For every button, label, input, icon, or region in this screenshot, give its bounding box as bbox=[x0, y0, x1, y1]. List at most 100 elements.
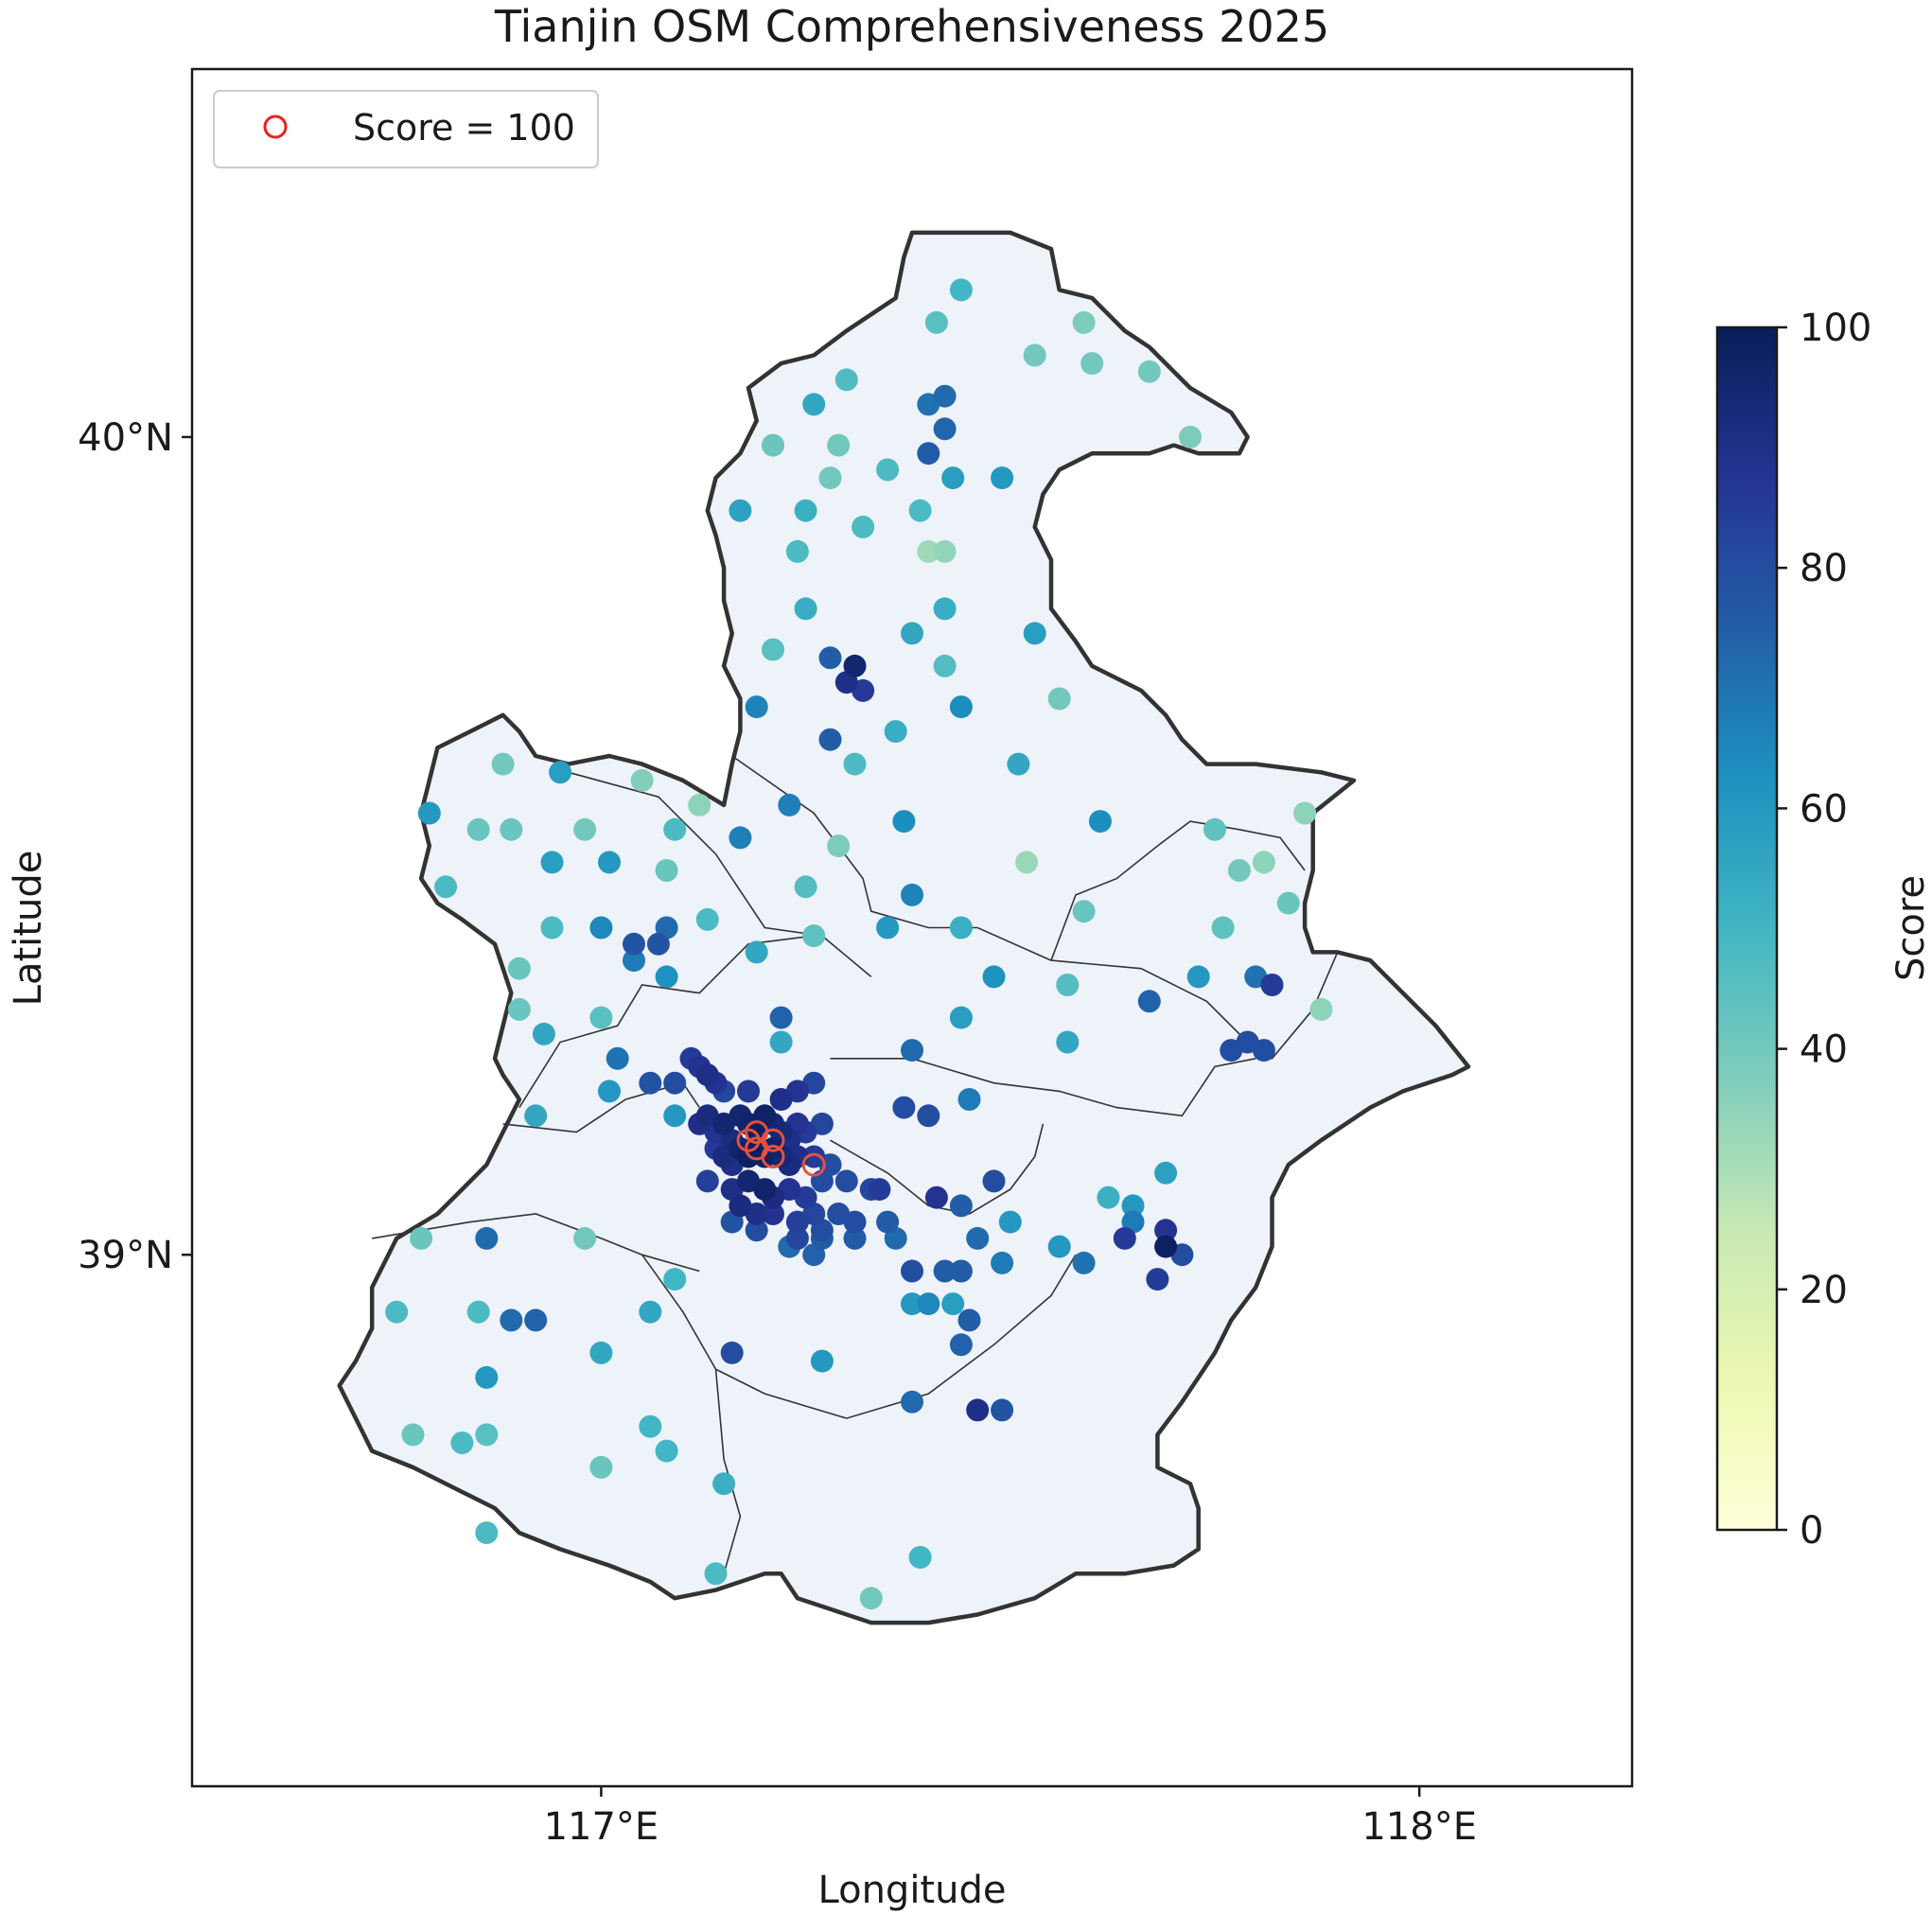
district-line bbox=[372, 1213, 700, 1273]
score-point bbox=[876, 458, 900, 482]
score-point bbox=[834, 368, 858, 392]
score-point bbox=[623, 949, 645, 973]
score-point bbox=[949, 278, 973, 302]
district-line bbox=[518, 935, 815, 1109]
score-point bbox=[1179, 425, 1202, 448]
score-point bbox=[1137, 990, 1161, 1013]
score-points bbox=[385, 278, 1333, 1610]
score-point bbox=[802, 924, 826, 948]
score-point bbox=[623, 932, 645, 956]
score-point bbox=[957, 1308, 981, 1332]
score-point bbox=[1146, 1268, 1169, 1291]
score-point bbox=[818, 466, 842, 490]
score-point bbox=[982, 1169, 1006, 1193]
score-point bbox=[762, 638, 784, 661]
score-point bbox=[1056, 974, 1080, 996]
score-point bbox=[729, 1194, 752, 1218]
score-point bbox=[491, 752, 515, 776]
score-point bbox=[639, 1414, 662, 1438]
score-point bbox=[1186, 965, 1210, 989]
tianjin-region-boundary bbox=[337, 230, 1471, 1625]
score-point bbox=[924, 310, 948, 334]
score-point bbox=[949, 916, 973, 939]
score-point bbox=[876, 916, 900, 939]
colorbar-tick-label: 0 bbox=[1800, 1509, 1823, 1553]
colorbar: 0 20 40 60 80 100 Score bbox=[1715, 307, 1932, 1553]
score-100-marker bbox=[736, 1128, 761, 1152]
score-point bbox=[991, 466, 1014, 490]
score-point bbox=[957, 1088, 981, 1111]
score-point bbox=[818, 646, 842, 670]
score-point bbox=[1252, 851, 1275, 874]
score-point bbox=[982, 965, 1006, 989]
score-point bbox=[630, 768, 654, 792]
score-point bbox=[908, 1546, 932, 1569]
legend-box: Score = 100 bbox=[213, 90, 599, 168]
score-point bbox=[410, 1226, 433, 1250]
score-point bbox=[859, 1587, 883, 1610]
colorbar-label: Score bbox=[1889, 875, 1932, 981]
score-100-marker bbox=[761, 1145, 785, 1168]
district-line bbox=[731, 755, 1052, 961]
score-point bbox=[500, 1308, 523, 1332]
score-point bbox=[1047, 687, 1071, 711]
score-point bbox=[949, 1194, 973, 1218]
score-point bbox=[933, 384, 957, 408]
score-point bbox=[1260, 974, 1284, 996]
score-point bbox=[843, 654, 867, 677]
score-point bbox=[892, 810, 916, 834]
x-axis-label: Longitude bbox=[818, 1869, 1007, 1912]
score-point bbox=[1113, 1226, 1136, 1250]
score-point bbox=[646, 932, 670, 956]
score-point bbox=[655, 1439, 678, 1463]
score-point bbox=[524, 1104, 548, 1128]
score-point bbox=[663, 1104, 687, 1128]
score-point bbox=[785, 539, 809, 563]
score-point bbox=[901, 883, 923, 906]
score-point bbox=[695, 1063, 719, 1087]
score-point bbox=[1276, 891, 1300, 915]
score-point bbox=[924, 1185, 948, 1209]
district-line bbox=[830, 1123, 1045, 1215]
score-point bbox=[589, 1006, 613, 1029]
score-point bbox=[401, 1423, 425, 1447]
score-point bbox=[1137, 360, 1161, 383]
score-point bbox=[843, 752, 867, 776]
score-point bbox=[663, 1268, 687, 1291]
score-point bbox=[434, 875, 458, 899]
score-point bbox=[941, 466, 965, 490]
plot-frame bbox=[190, 67, 1634, 1788]
score-point bbox=[532, 1022, 555, 1045]
score-point bbox=[933, 417, 957, 441]
score-point bbox=[949, 1006, 973, 1029]
score-point bbox=[917, 539, 940, 563]
score-point bbox=[729, 826, 752, 850]
score-point bbox=[1056, 1030, 1080, 1054]
score-point bbox=[1227, 859, 1251, 882]
score-point bbox=[901, 1390, 923, 1414]
score-point bbox=[933, 597, 957, 621]
score-point bbox=[466, 1300, 490, 1324]
score-point bbox=[1072, 1251, 1096, 1274]
score-point bbox=[1047, 1235, 1071, 1258]
score-point bbox=[589, 916, 613, 939]
score-point bbox=[720, 1341, 744, 1364]
score-point bbox=[598, 1080, 621, 1103]
score-point bbox=[868, 1178, 891, 1202]
score-point bbox=[1203, 817, 1226, 841]
score-point bbox=[745, 695, 768, 719]
score-point bbox=[475, 1521, 499, 1545]
score-point bbox=[794, 875, 817, 899]
score-point bbox=[466, 817, 490, 841]
score-point bbox=[762, 433, 784, 457]
score-point bbox=[417, 801, 441, 825]
score-point bbox=[1121, 1194, 1145, 1218]
score-point bbox=[769, 1088, 793, 1111]
score-point bbox=[949, 1333, 973, 1357]
score-point bbox=[1154, 1219, 1178, 1242]
score-point bbox=[802, 393, 826, 416]
colorbar-ramp bbox=[1715, 325, 1779, 1532]
score-point bbox=[876, 1210, 900, 1234]
score-point bbox=[941, 1292, 965, 1316]
